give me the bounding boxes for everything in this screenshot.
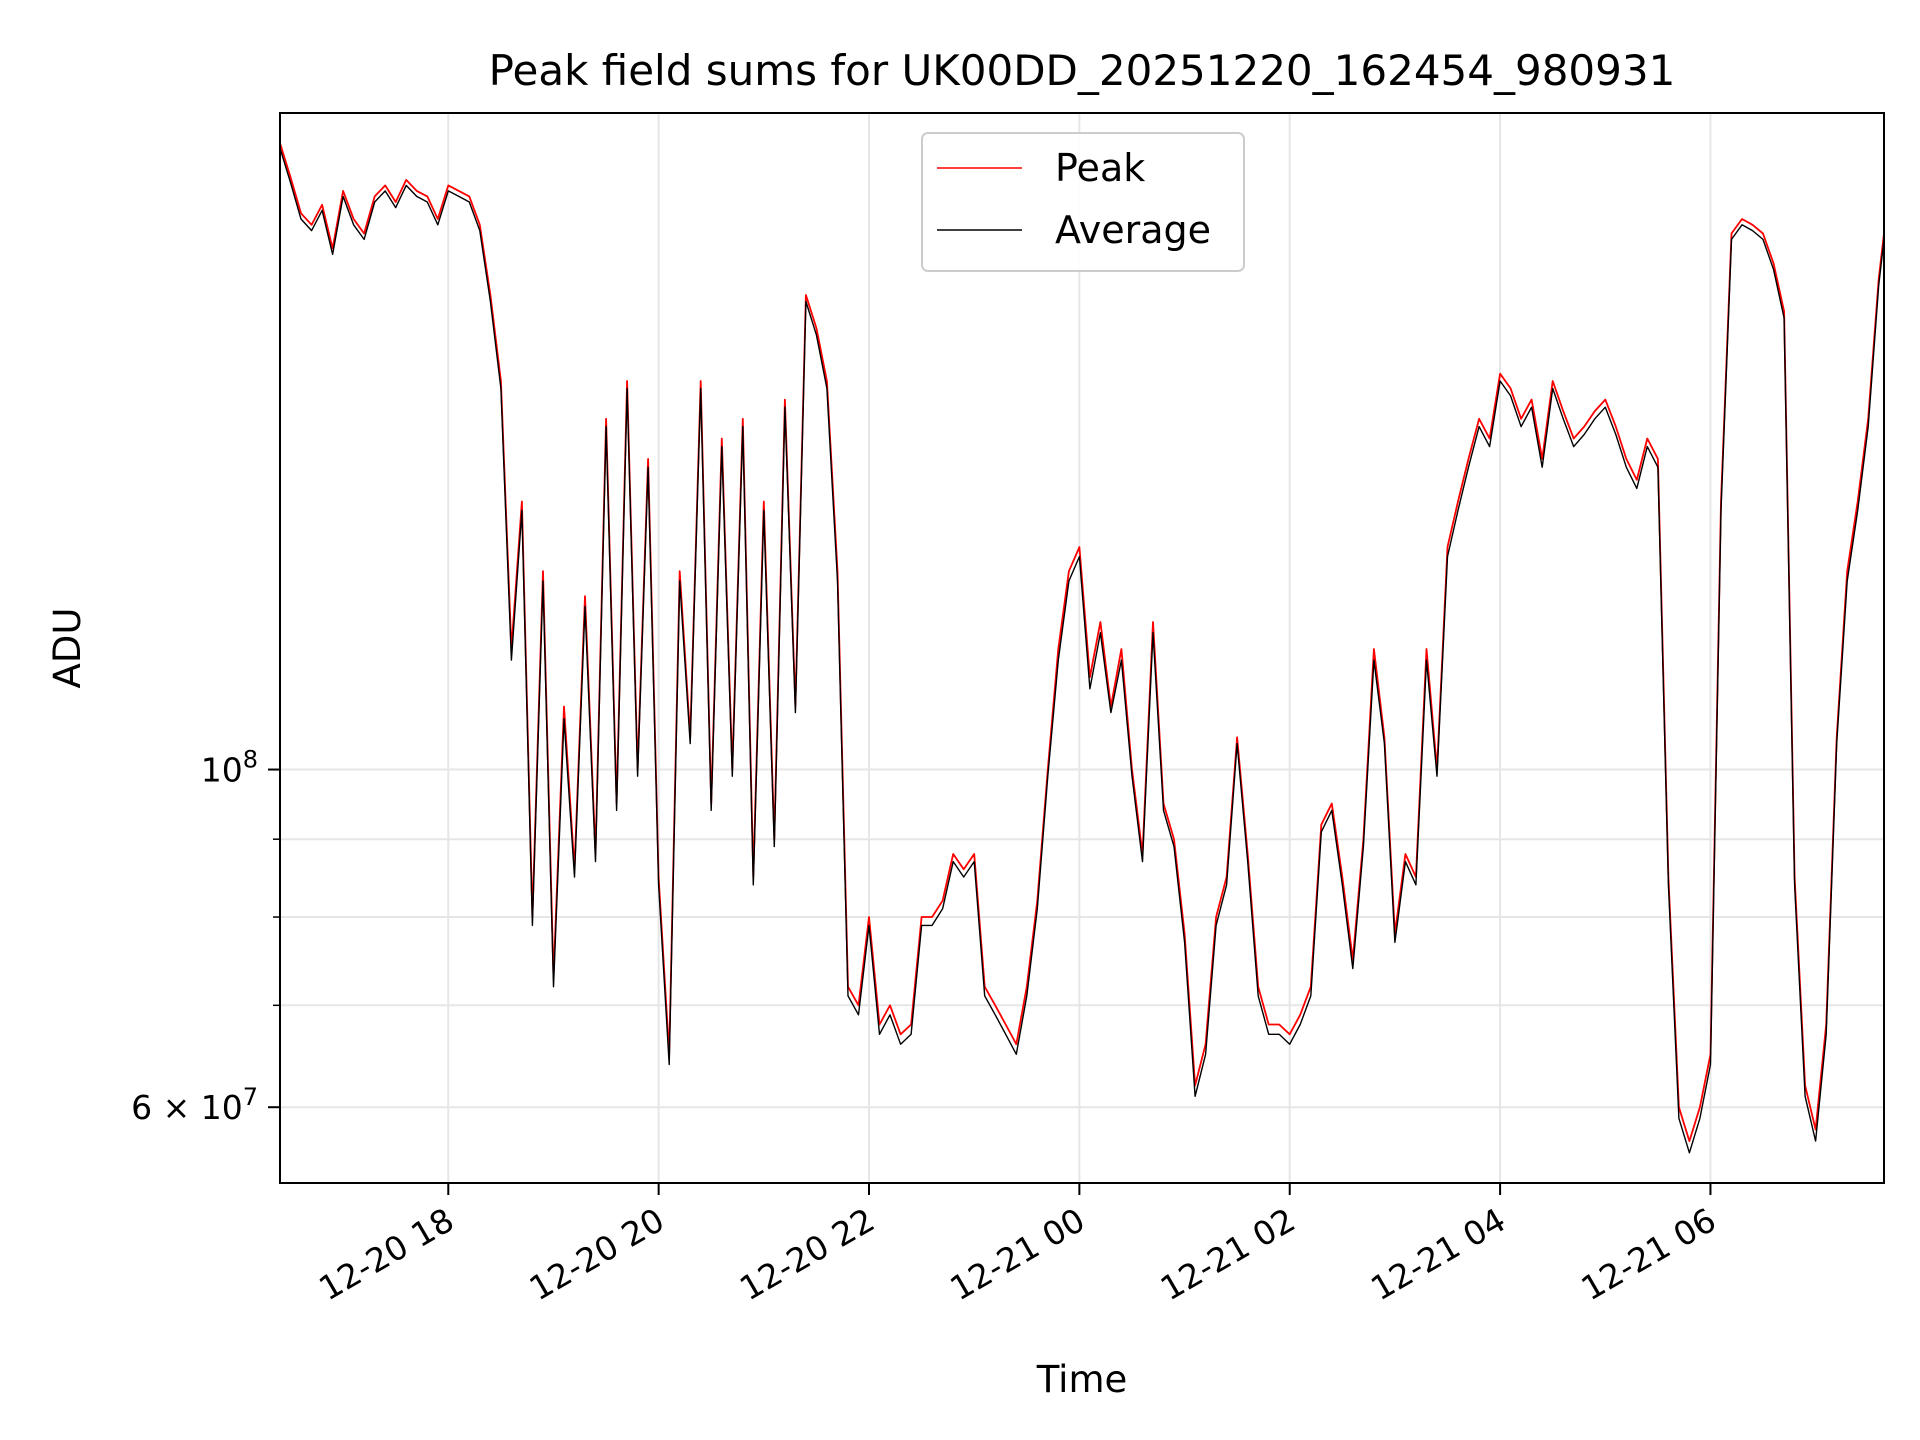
x-axis-label: Time xyxy=(1036,1358,1128,1401)
legend-average-label: Average xyxy=(1055,208,1211,252)
legend: Peak Average xyxy=(921,132,1245,272)
y-tick-exponent: 7 xyxy=(243,1083,258,1111)
series-line-average xyxy=(279,147,1885,1154)
y-tick-exponent: 8 xyxy=(243,746,258,774)
y-tick-base: 6 × 10 xyxy=(131,1088,243,1127)
y-tick-label: 6 × 107 xyxy=(131,1083,258,1127)
grid-lines xyxy=(280,113,1884,1183)
y-tick-base: 10 xyxy=(201,751,243,790)
y-axis-label: ADU xyxy=(46,608,89,689)
legend-peak-label: Peak xyxy=(1055,146,1145,190)
y-tick-label: 108 xyxy=(201,746,258,790)
plot-frame xyxy=(279,112,1885,1184)
series-layer xyxy=(279,142,1885,1154)
y-axis: 108 6 × 107 xyxy=(131,746,280,1127)
chart-title: Peak field sums for UK00DD_20251220_1624… xyxy=(489,46,1676,95)
